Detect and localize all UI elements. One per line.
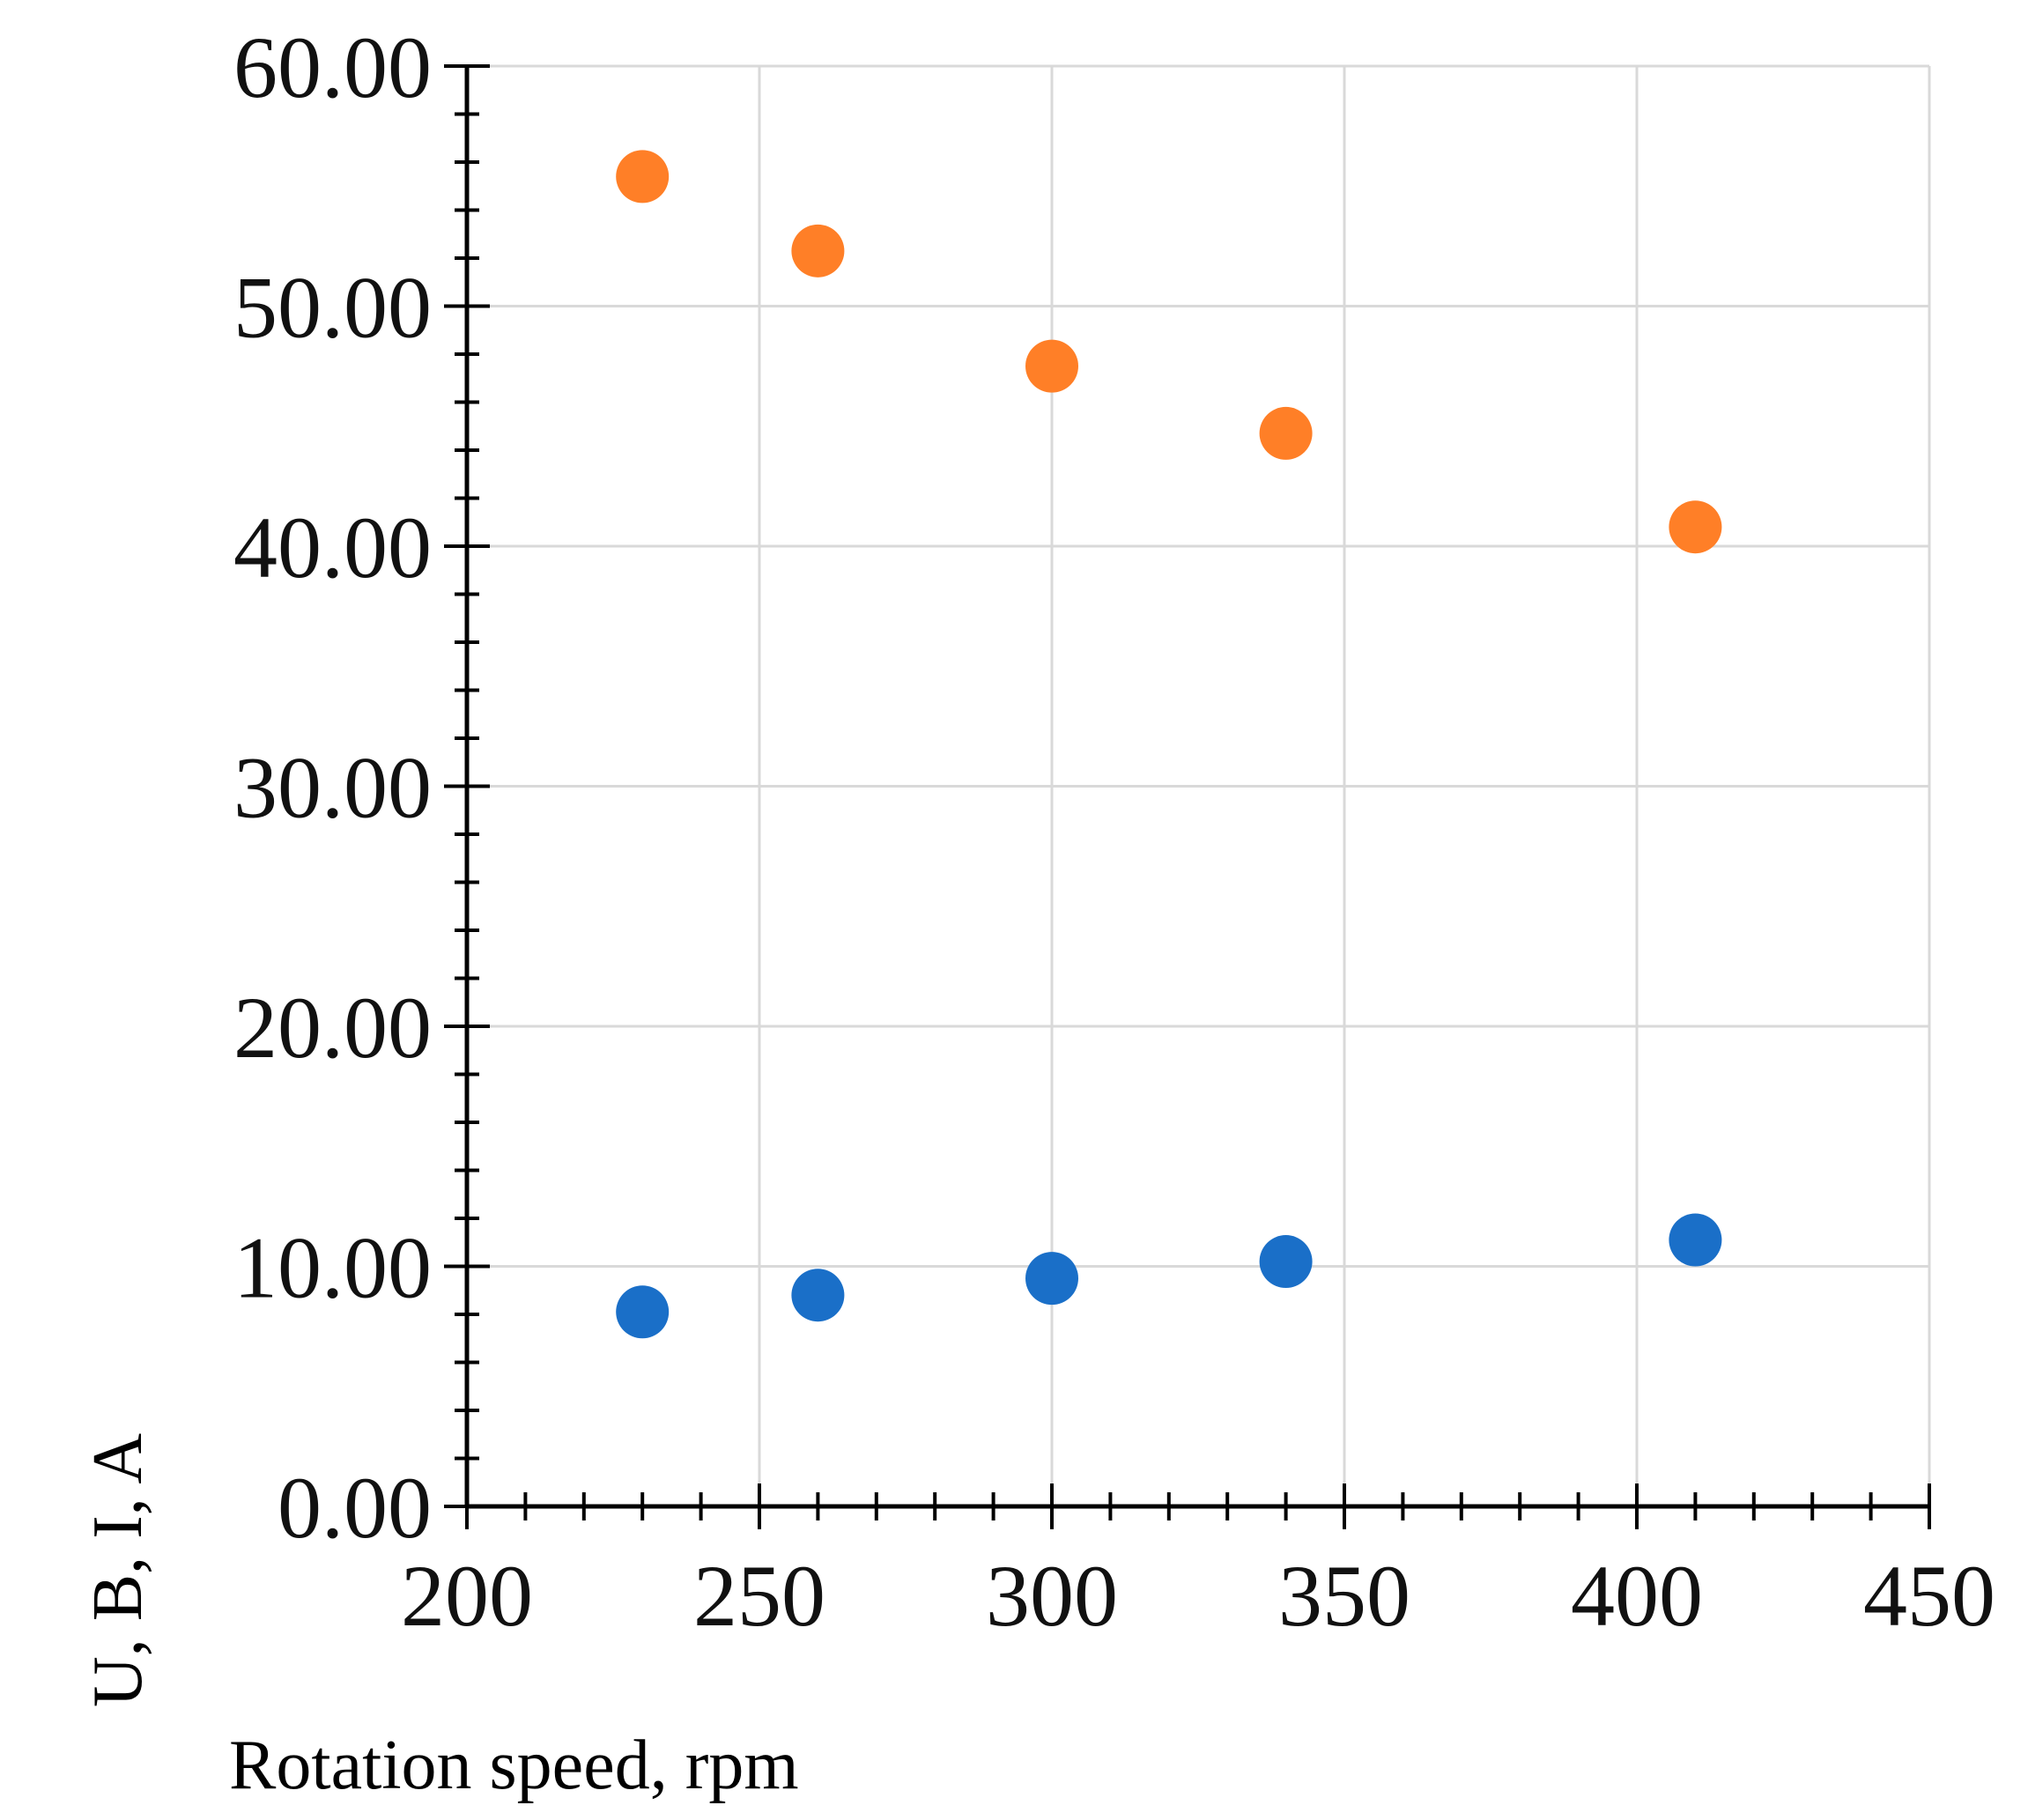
x-tick-label: 400 bbox=[1571, 1547, 1703, 1645]
y-axis-label: U, B, I, A bbox=[79, 1433, 157, 1707]
data-point-series-1 bbox=[1669, 500, 1722, 554]
y-tick-label: 40.00 bbox=[233, 499, 432, 596]
data-point-series-2 bbox=[1025, 1252, 1078, 1306]
data-point-series-2 bbox=[1259, 1235, 1313, 1289]
data-point-series-2 bbox=[791, 1269, 845, 1322]
grid-lines bbox=[467, 64, 1931, 1506]
y-tick-label: 0.00 bbox=[278, 1459, 432, 1557]
data-point-series-1 bbox=[791, 224, 845, 277]
x-axis-tick-labels: 200 250 300 350 400 450 bbox=[401, 1547, 1995, 1645]
y-axis-tick-labels: 0.00 10.00 20.00 30.00 40.00 50.00 60.00 bbox=[233, 18, 432, 1557]
y-tick-label: 60.00 bbox=[233, 18, 432, 116]
x-tick-label: 250 bbox=[693, 1547, 825, 1645]
data-point-series-1 bbox=[1025, 339, 1078, 393]
data-point-series-2 bbox=[616, 1285, 670, 1339]
data-points bbox=[616, 150, 1722, 1339]
x-tick-label: 200 bbox=[401, 1547, 533, 1645]
data-point-series-2 bbox=[1669, 1213, 1722, 1267]
y-tick-label: 20.00 bbox=[233, 979, 432, 1076]
y-tick-label: 50.00 bbox=[233, 259, 432, 357]
data-point-series-1 bbox=[616, 150, 670, 203]
x-tick-label: 450 bbox=[1863, 1547, 1995, 1645]
x-tick-label: 300 bbox=[986, 1547, 1118, 1645]
y-tick-label: 30.00 bbox=[233, 739, 432, 837]
data-point-series-1 bbox=[1259, 406, 1313, 460]
x-tick-label: 350 bbox=[1278, 1547, 1410, 1645]
y-tick-label: 10.00 bbox=[233, 1219, 432, 1317]
x-axis-label: Rotation speed, rpm bbox=[229, 1727, 799, 1804]
axes bbox=[444, 64, 1931, 1529]
